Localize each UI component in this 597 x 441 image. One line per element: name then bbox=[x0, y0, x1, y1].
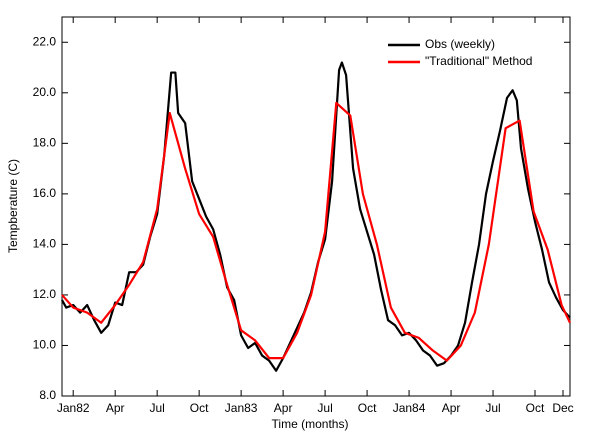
legend-label: "Traditional" Method bbox=[425, 54, 532, 68]
y-tick-label: 12.0 bbox=[33, 287, 57, 301]
x-tick-label: Oct bbox=[526, 401, 545, 415]
x-tick-label: Dec bbox=[552, 401, 573, 415]
x-tick-label: Apr bbox=[106, 401, 125, 415]
x-tick-label: Jan83 bbox=[225, 401, 258, 415]
y-tick-label: 16.0 bbox=[33, 186, 57, 200]
x-tick-label: Jul bbox=[485, 401, 500, 415]
plot-frame bbox=[61, 16, 571, 397]
x-tick-label: Apr bbox=[274, 401, 293, 415]
x-axis-label: Time (months) bbox=[272, 417, 349, 431]
x-tick-label: Apr bbox=[442, 401, 461, 415]
y-tick-label: 10.0 bbox=[33, 338, 57, 352]
y-axis-label: Tempberature (C) bbox=[6, 159, 20, 253]
x-tick-label: Oct bbox=[190, 401, 209, 415]
y-tick-label: 14.0 bbox=[33, 237, 57, 251]
y-tick-label: 20.0 bbox=[33, 85, 57, 99]
x-tick-label: Oct bbox=[358, 401, 377, 415]
x-tick-label: Jul bbox=[149, 401, 164, 415]
legend-label: Obs (weekly) bbox=[425, 37, 495, 51]
y-tick-label: 22.0 bbox=[33, 34, 57, 48]
y-tick-label: 18.0 bbox=[33, 136, 57, 150]
series-line bbox=[61, 101, 571, 362]
x-tick-label: Jul bbox=[317, 401, 332, 415]
y-tick-label: 8.0 bbox=[39, 388, 56, 402]
x-tick-label: Jan84 bbox=[393, 401, 426, 415]
x-tick-label: Jan82 bbox=[57, 401, 90, 415]
